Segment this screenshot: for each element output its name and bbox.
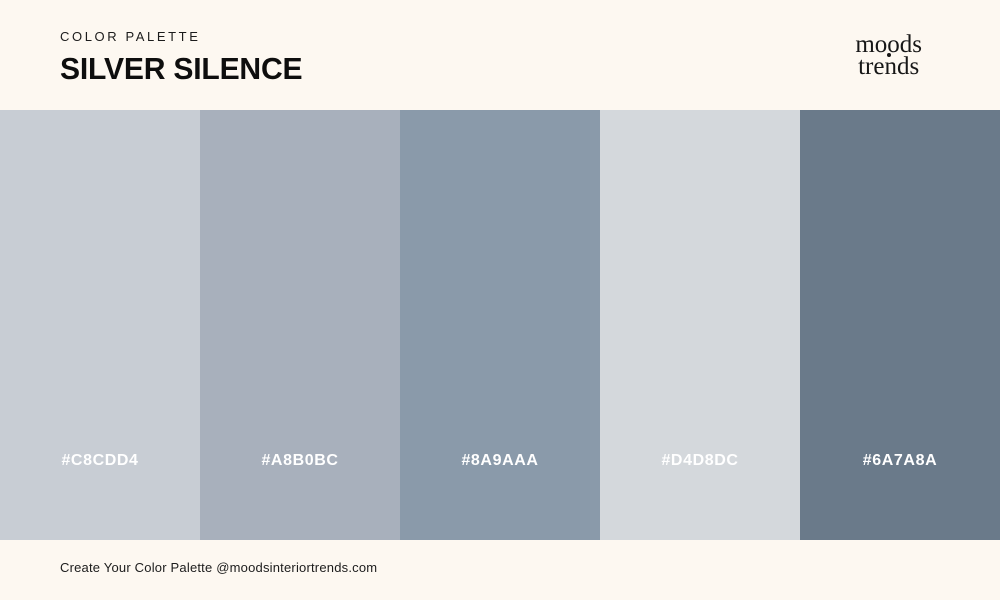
color-swatch: #6A7A8A: [800, 110, 1000, 540]
eyebrow-label: COLOR PALETTE: [60, 29, 201, 44]
color-swatch: #A8B0BC: [200, 110, 400, 540]
hex-code-label: #A8B0BC: [261, 452, 339, 469]
color-swatch: #8A9AAA: [400, 110, 600, 540]
logo-line-moods: moods: [855, 31, 922, 58]
hex-code-label: #8A9AAA: [461, 452, 539, 469]
brand-logo: moods trends: [855, 31, 922, 80]
footer: Create Your Color Palette @moodsinterior…: [0, 540, 1000, 600]
hex-code-label: #D4D8DC: [661, 452, 739, 469]
page-title: SILVER SILENCE: [60, 51, 303, 86]
header: COLOR PALETTE SILVER SILENCE moods trend…: [0, 0, 1000, 110]
hex-code-label: #6A7A8A: [862, 452, 938, 469]
color-swatch: #C8CDD4: [0, 110, 200, 540]
logo-line-trends: trends: [858, 53, 920, 80]
color-swatch: #D4D8DC: [600, 110, 800, 540]
swatch-band: #C8CDD4 #A8B0BC #8A9AAA #D4D8DC #6A7A8A: [0, 110, 1000, 540]
hex-code-label: #C8CDD4: [61, 452, 139, 469]
logo-dot-icon: [886, 53, 891, 57]
header-titles: COLOR PALETTE SILVER SILENCE: [60, 23, 310, 87]
credit-text: Create Your Color Palette @moodsinterior…: [60, 559, 378, 575]
